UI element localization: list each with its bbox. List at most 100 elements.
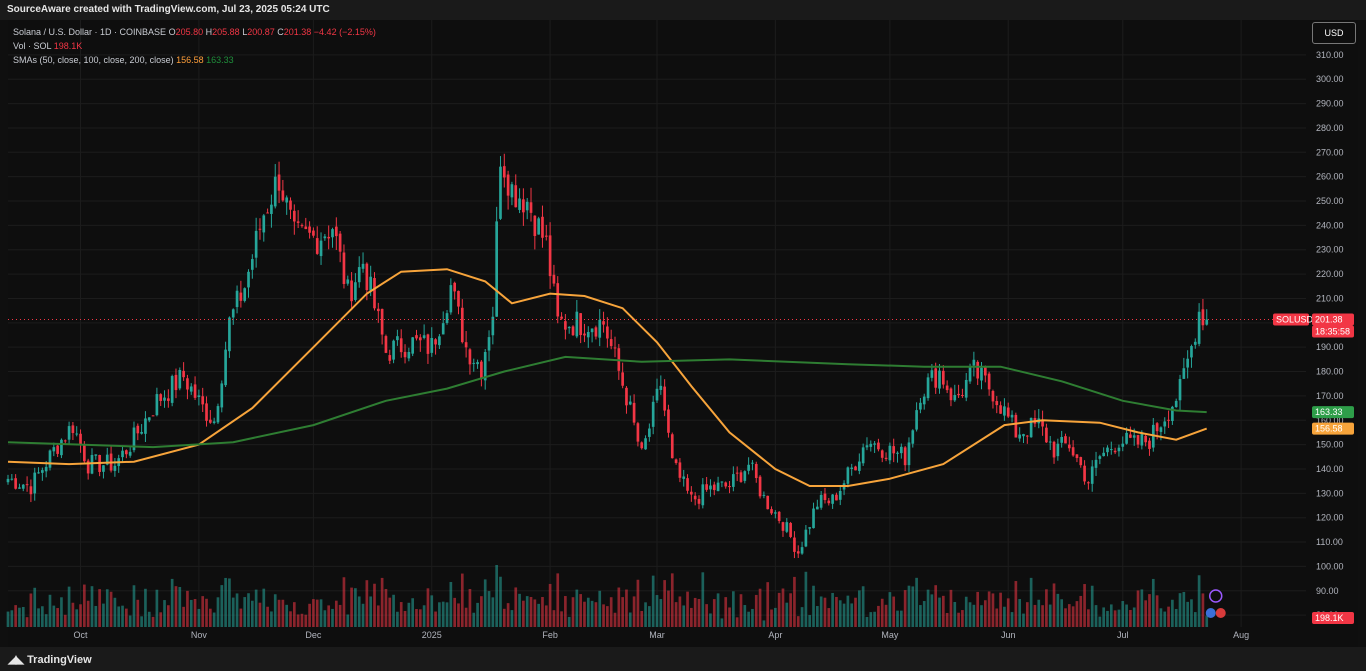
volume-bar	[159, 612, 163, 627]
volume-bar	[41, 606, 44, 627]
candle-body	[449, 285, 453, 313]
candle-body	[1106, 447, 1109, 453]
symbol-tag-bg	[1273, 313, 1309, 326]
volume-bar	[369, 596, 373, 627]
volume-bar	[163, 600, 166, 627]
candle-body	[1125, 432, 1128, 444]
candle-body	[575, 311, 579, 337]
candle-body	[323, 236, 327, 239]
y-tick-label: 110.00	[1316, 537, 1343, 547]
candle-body	[495, 221, 498, 317]
candle-body	[686, 478, 689, 491]
volume-bar	[957, 612, 960, 627]
candle-body	[621, 372, 624, 386]
volume-bar	[1151, 578, 1155, 627]
candle-body	[816, 506, 819, 510]
candle-body	[460, 307, 464, 343]
y-tick-label: 210.00	[1316, 293, 1344, 303]
candle-body	[331, 229, 334, 238]
legend-close-label: C	[277, 27, 284, 37]
tradingview-logo[interactable]: ◢◣ TradingView	[8, 653, 92, 666]
sma50-tag-text: 156.58	[1315, 424, 1343, 434]
candle-body	[159, 394, 163, 401]
volume-bar	[113, 597, 117, 627]
volume-bar	[67, 586, 71, 627]
candle-body	[1113, 450, 1117, 453]
volume-bar	[1167, 606, 1170, 627]
volume-bar	[109, 591, 113, 627]
candle-body	[999, 405, 1002, 414]
volume-bar	[1098, 616, 1102, 627]
volume-bar	[674, 602, 678, 627]
volume-bar	[346, 614, 350, 627]
volume-bar	[842, 603, 846, 627]
candle-body	[83, 444, 86, 462]
candle-body	[892, 446, 896, 454]
candle-body	[522, 199, 525, 213]
volume-bar	[823, 597, 827, 627]
legend-high-label: H	[205, 27, 213, 37]
candle-body	[1010, 414, 1014, 418]
candle-body	[774, 512, 777, 514]
candle-body	[67, 426, 71, 440]
candle-body	[846, 467, 850, 484]
volume-bar	[167, 605, 170, 627]
legend-volume-label[interactable]: Vol · SOL	[13, 41, 52, 51]
volume-bar	[1190, 599, 1193, 627]
candle-body	[1067, 444, 1071, 449]
candle-body	[938, 370, 941, 389]
volume-bar	[460, 573, 464, 627]
candle-body	[667, 409, 670, 433]
candle-body	[1197, 311, 1201, 344]
candle-body	[1193, 341, 1197, 345]
volume-bar	[86, 600, 90, 627]
candle-body	[243, 288, 247, 301]
volume-bar	[1087, 609, 1090, 627]
currency-button[interactable]: USD	[1312, 22, 1356, 44]
candle-body	[850, 467, 854, 470]
volume-bar	[514, 587, 518, 627]
candle-body	[930, 370, 934, 378]
legend-sma-label[interactable]: SMAs (50, close, 100, close, 200, close)	[13, 55, 174, 65]
symbol-tag-text: SOLUSD	[1276, 314, 1314, 324]
volume-bar	[552, 610, 556, 627]
y-tick-label: 300.00	[1316, 74, 1344, 84]
volume-bar	[800, 607, 804, 627]
volume-bar	[896, 610, 899, 627]
candle-body	[804, 529, 808, 547]
volume-bar	[831, 592, 834, 627]
legend-symbol[interactable]: Solana / U.S. Dollar · 1D · COINBASE	[13, 27, 167, 37]
volume-bar	[510, 610, 514, 627]
volume-bar	[835, 596, 838, 627]
y-tick-label: 260.00	[1316, 172, 1344, 182]
volume-bar	[10, 610, 14, 627]
volume-bar	[63, 614, 67, 627]
volume-bar	[953, 601, 957, 627]
volume-bar	[754, 594, 758, 627]
candle-body	[1060, 436, 1064, 443]
volume-bar	[273, 594, 277, 627]
candle-body	[304, 226, 308, 230]
candle-body	[579, 313, 582, 336]
candle-body	[365, 263, 369, 291]
candle-body	[239, 292, 243, 301]
candle-body	[197, 395, 201, 398]
volume-bar	[991, 593, 995, 627]
candle-body	[75, 433, 79, 435]
volume-bar	[1106, 610, 1109, 627]
currency-button-label: USD	[1324, 28, 1344, 38]
candle-body	[250, 259, 254, 270]
volume-bar	[995, 608, 999, 627]
candle-body	[1129, 434, 1132, 438]
volume-bar	[606, 606, 609, 627]
volume-bar	[105, 589, 109, 627]
candle-body	[105, 454, 109, 465]
candle-body	[735, 472, 739, 474]
volume-bar	[747, 611, 750, 627]
candle-body	[193, 384, 197, 398]
candle-body	[1155, 423, 1159, 432]
candle-body	[560, 316, 563, 319]
candle-body	[796, 551, 800, 554]
volume-bar	[1045, 589, 1048, 627]
